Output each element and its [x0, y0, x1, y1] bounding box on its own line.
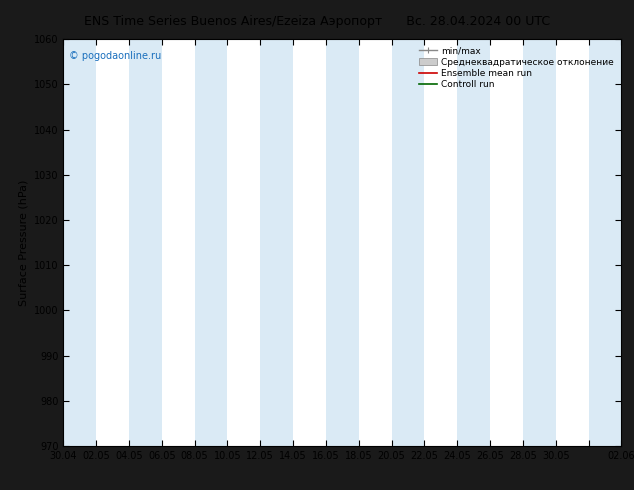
Bar	[588, 39, 621, 446]
Bar	[326, 39, 359, 446]
Bar	[195, 39, 228, 446]
Bar	[261, 39, 293, 446]
Text: ENS Time Series Buenos Aires/Ezeiza Аэропорт      Вс. 28.04.2024 00 UTC: ENS Time Series Buenos Aires/Ezeiza Аэро…	[84, 15, 550, 28]
Bar	[63, 39, 96, 446]
Bar	[523, 39, 555, 446]
Legend: min/max, Среднеквадратическое отклонение, Ensemble mean run, Controll run: min/max, Среднеквадратическое отклонение…	[416, 44, 617, 92]
Text: © pogodaonline.ru: © pogodaonline.ru	[69, 51, 161, 61]
Bar	[129, 39, 162, 446]
Bar	[457, 39, 490, 446]
Y-axis label: Surface Pressure (hPa): Surface Pressure (hPa)	[18, 179, 29, 306]
Bar	[392, 39, 424, 446]
